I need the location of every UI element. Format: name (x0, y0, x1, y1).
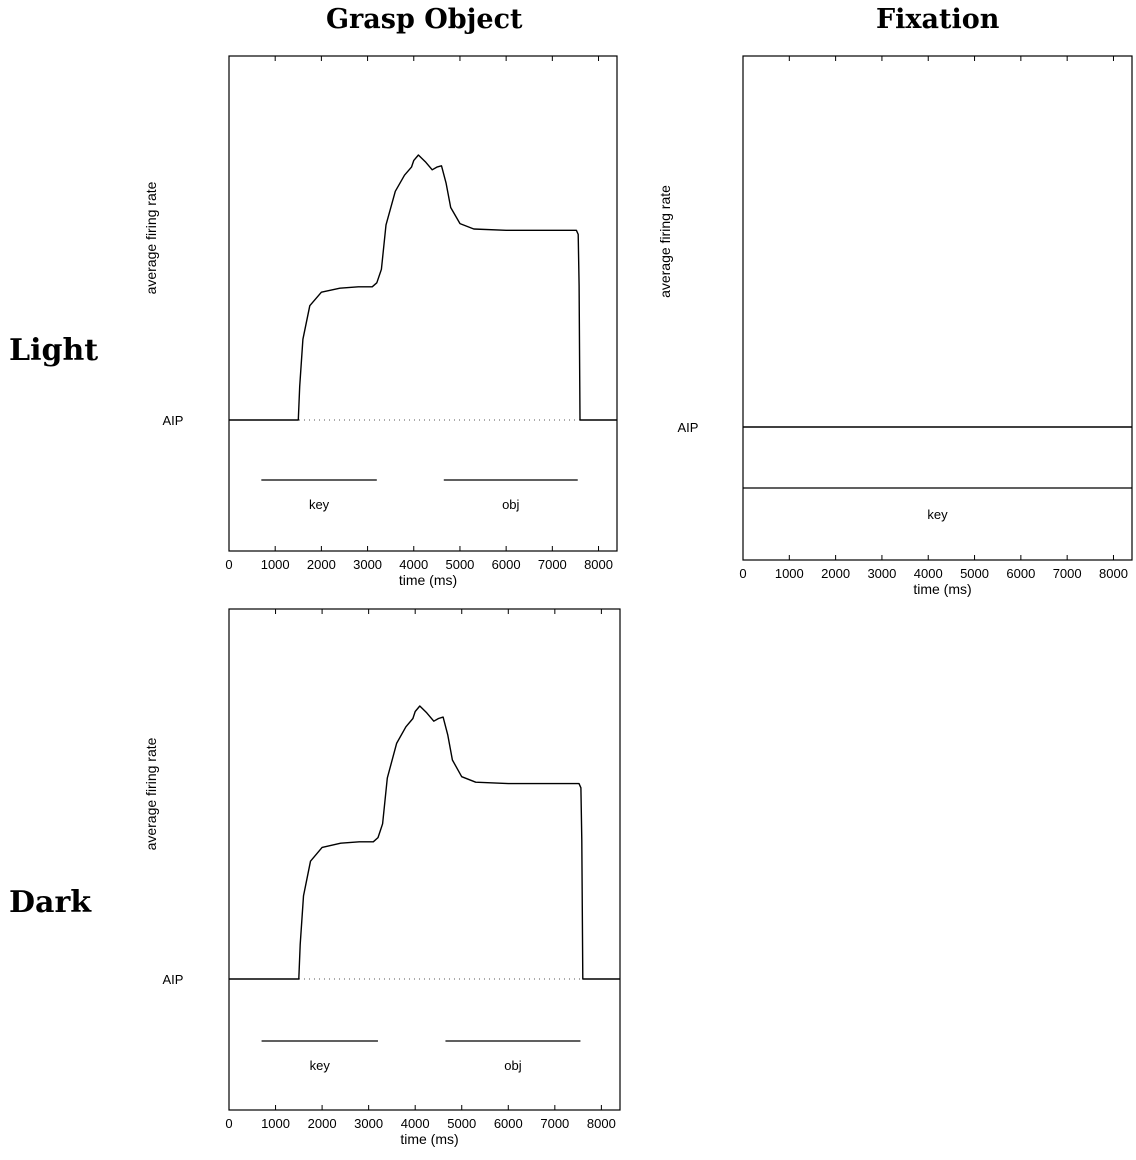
event-bar-label: obj (502, 497, 519, 512)
x-tick-label: 4000 (399, 557, 428, 572)
x-tick-label: 2000 (308, 1116, 337, 1131)
series-line-0 (229, 154, 617, 421)
y-axis-label: average firing rate (143, 181, 159, 294)
y-axis-label: average firing rate (143, 737, 159, 850)
x-tick-label: 5000 (960, 566, 989, 581)
x-axis-label: time (ms) (400, 1131, 458, 1147)
x-tick-label: 2000 (307, 557, 336, 572)
x-tick-label: 1000 (261, 1116, 290, 1131)
x-tick-label: 3000 (867, 566, 896, 581)
x-axis-label: time (ms) (913, 581, 971, 597)
x-tick-label: 5000 (447, 1116, 476, 1131)
x-tick-label: 8000 (584, 557, 613, 572)
x-tick-label: 7000 (540, 1116, 569, 1131)
event-bar-label: key (309, 497, 330, 512)
x-tick-label: 2000 (821, 566, 850, 581)
plot-frame (228, 608, 621, 1111)
series-line-0 (229, 705, 620, 980)
x-tick-label: 4000 (914, 566, 943, 581)
x-tick-label: 8000 (1099, 566, 1128, 581)
x-tick-label: 7000 (1053, 566, 1082, 581)
y-axis-label: average firing rate (657, 185, 673, 298)
plot-frame (742, 55, 1133, 561)
x-tick-label: 1000 (775, 566, 804, 581)
x-tick-label: 3000 (354, 1116, 383, 1131)
row-title-light: Light (9, 333, 99, 368)
x-tick-label: 7000 (538, 557, 567, 572)
x-tick-label: 6000 (494, 1116, 523, 1131)
event-bar-label: obj (504, 1058, 521, 1073)
x-tick-label: 0 (739, 566, 746, 581)
event-bar-label: key (927, 507, 948, 522)
baseline-label: AIP (163, 413, 184, 428)
x-axis-label: time (ms) (399, 572, 457, 588)
x-tick-label: 0 (225, 1116, 232, 1131)
x-tick-label: 6000 (1006, 566, 1035, 581)
row-title-dark: Dark (9, 885, 92, 920)
x-tick-label: 1000 (261, 557, 290, 572)
x-tick-label: 8000 (587, 1116, 616, 1131)
x-tick-label: 6000 (492, 557, 521, 572)
column-title-fixation: Fixation (876, 4, 1000, 35)
event-bar-label: key (310, 1058, 331, 1073)
baseline-label: AIP (163, 972, 184, 987)
x-tick-label: 4000 (401, 1116, 430, 1131)
x-tick-label: 3000 (353, 557, 382, 572)
baseline-label: AIP (678, 420, 699, 435)
x-tick-label: 0 (225, 557, 232, 572)
plot-frame (228, 55, 618, 552)
column-title-grasp-object: Grasp Object (326, 4, 523, 35)
x-tick-label: 5000 (445, 557, 474, 572)
